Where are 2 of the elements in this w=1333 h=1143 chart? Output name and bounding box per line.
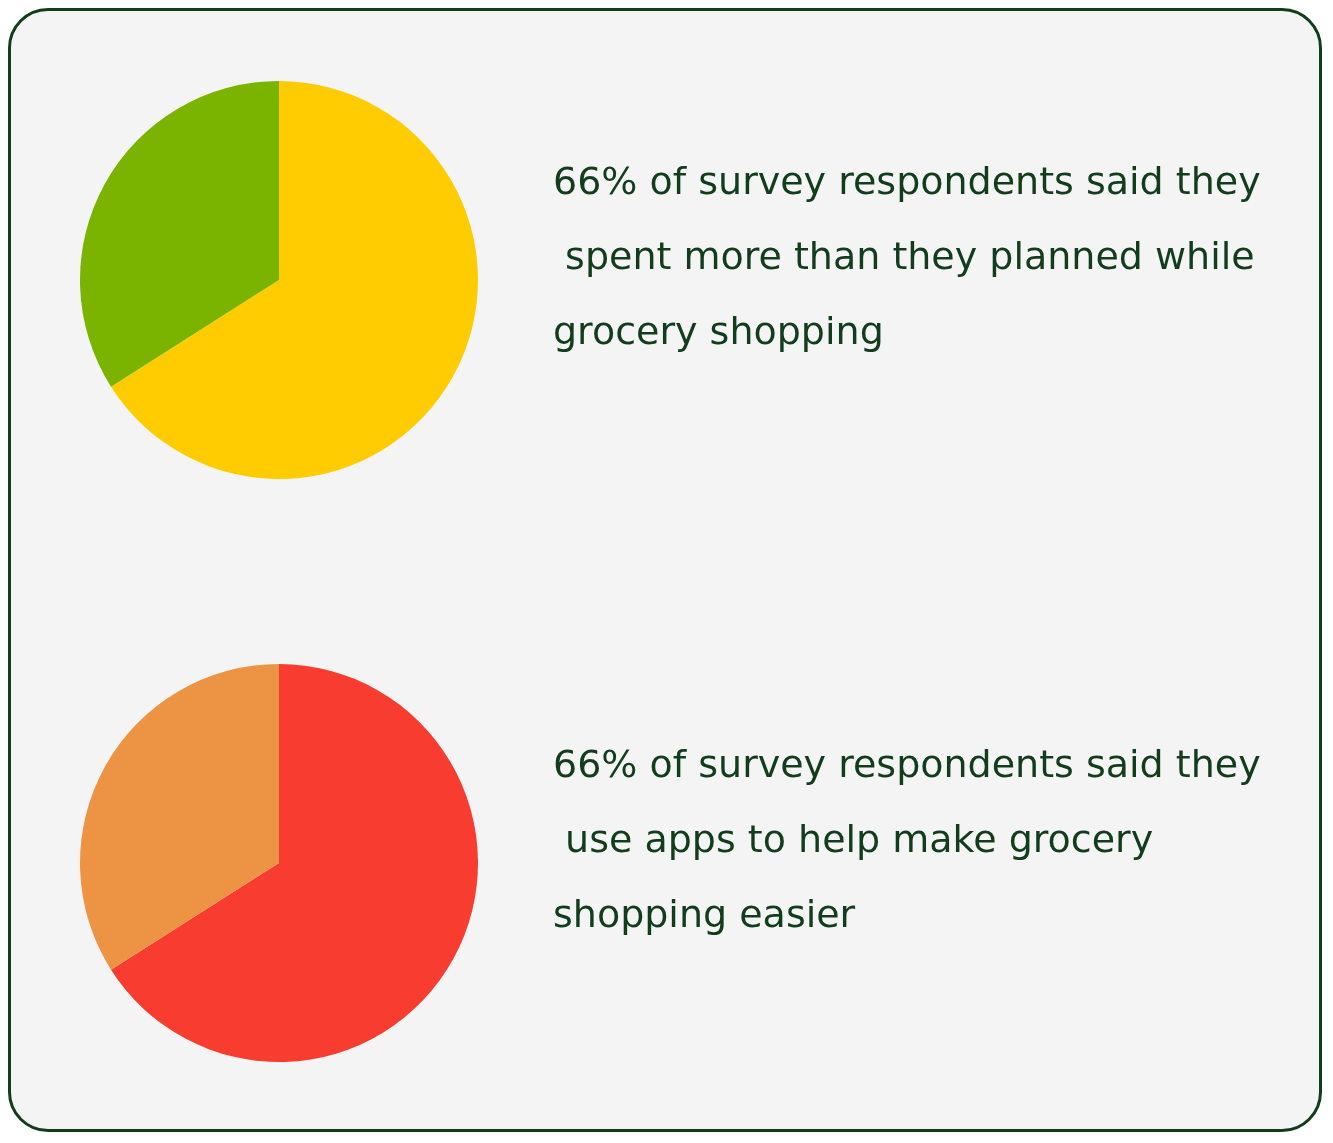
text: 66% of survey respondents said they spent more than they planned while grocery shopping (553, 158, 1267, 353)
text: 66% of survey respondents said they use apps to help make grocery shopping easier (553, 741, 1261, 936)
